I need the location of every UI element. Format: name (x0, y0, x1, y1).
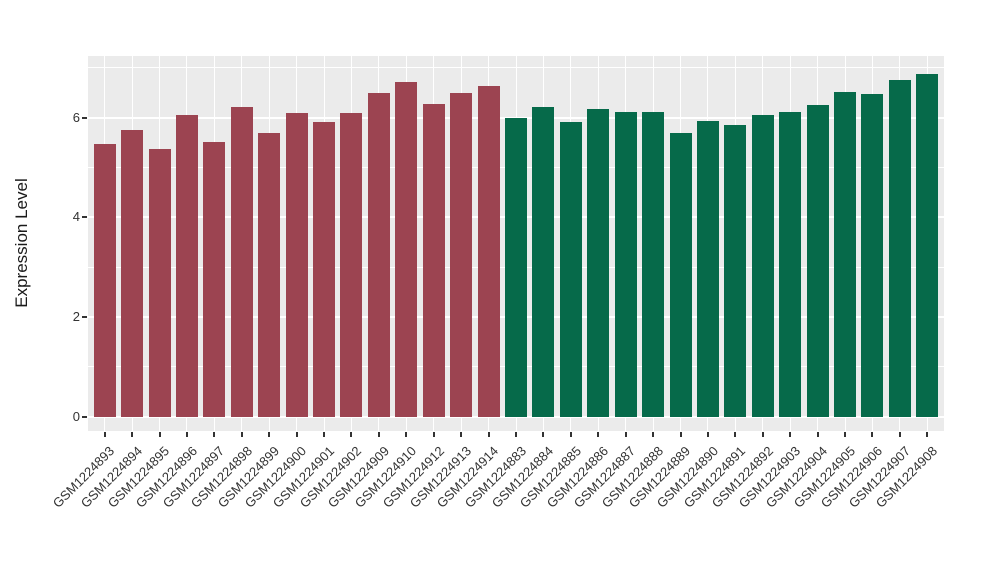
bar (751, 115, 774, 417)
x-tick-mark (597, 432, 600, 437)
x-tick-mark (131, 432, 134, 437)
bar (696, 121, 719, 417)
bar (148, 149, 171, 417)
bar (587, 109, 610, 417)
bar (121, 130, 144, 417)
x-tick-mark (844, 432, 847, 437)
x-tick-mark (816, 432, 819, 437)
x-tick-mark (734, 432, 737, 437)
bar (806, 105, 829, 417)
x-tick-mark (185, 432, 188, 437)
y-tick-label: 0 (72, 408, 80, 424)
x-tick-mark (542, 432, 545, 437)
x-tick-mark (706, 432, 709, 437)
bar (779, 111, 802, 417)
bar (93, 144, 116, 417)
bar (614, 112, 637, 417)
bar (532, 107, 555, 417)
bar (559, 121, 582, 417)
bar (642, 111, 665, 417)
plot-panel (88, 56, 944, 431)
bar (724, 125, 747, 417)
x-tick-mark (103, 432, 106, 437)
bar (669, 132, 692, 417)
x-tick-mark (679, 432, 682, 437)
bar (834, 91, 857, 417)
x-tick-mark (240, 432, 243, 437)
x-tick-mark (515, 432, 517, 437)
x-tick-mark (871, 432, 874, 437)
y-tick-mark (82, 216, 87, 219)
x-tick-mark (789, 432, 792, 437)
bar (422, 104, 445, 417)
y-tick-mark (82, 415, 87, 418)
x-tick-mark (926, 432, 929, 437)
x-tick-mark (624, 432, 627, 437)
bar (285, 112, 308, 417)
bar (395, 82, 418, 417)
bar (313, 121, 336, 417)
x-tick-mark (487, 432, 490, 437)
x-tick-mark (652, 432, 655, 437)
x-tick-mark (377, 432, 380, 437)
y-tick-mark (82, 116, 87, 119)
bar (258, 133, 281, 417)
y-tick-mark (82, 315, 87, 318)
x-tick-mark (158, 432, 161, 437)
x-tick-mark (460, 432, 463, 437)
x-tick-mark (268, 432, 271, 437)
x-tick-mark (213, 432, 216, 437)
bar (367, 93, 390, 417)
bar (888, 79, 911, 417)
x-tick-mark (295, 432, 298, 437)
bar (340, 112, 363, 417)
bar (230, 107, 253, 417)
y-tick-label: 2 (72, 308, 80, 324)
y-tick-label: 4 (72, 209, 80, 225)
bar (505, 117, 527, 417)
y-tick-label: 6 (72, 109, 80, 125)
bar (450, 93, 473, 417)
x-tick-mark (432, 432, 435, 437)
x-tick-mark (405, 432, 408, 437)
x-tick-mark (350, 432, 353, 437)
x-tick-mark (761, 432, 764, 437)
bar (916, 73, 939, 417)
bar (477, 86, 500, 417)
bar (861, 93, 884, 417)
x-tick-mark (569, 432, 572, 437)
x-tick-mark (898, 432, 901, 437)
bar (175, 115, 198, 417)
x-tick-mark (323, 432, 326, 437)
bar (203, 141, 226, 417)
y-axis-title: Expression Level (12, 178, 31, 308)
